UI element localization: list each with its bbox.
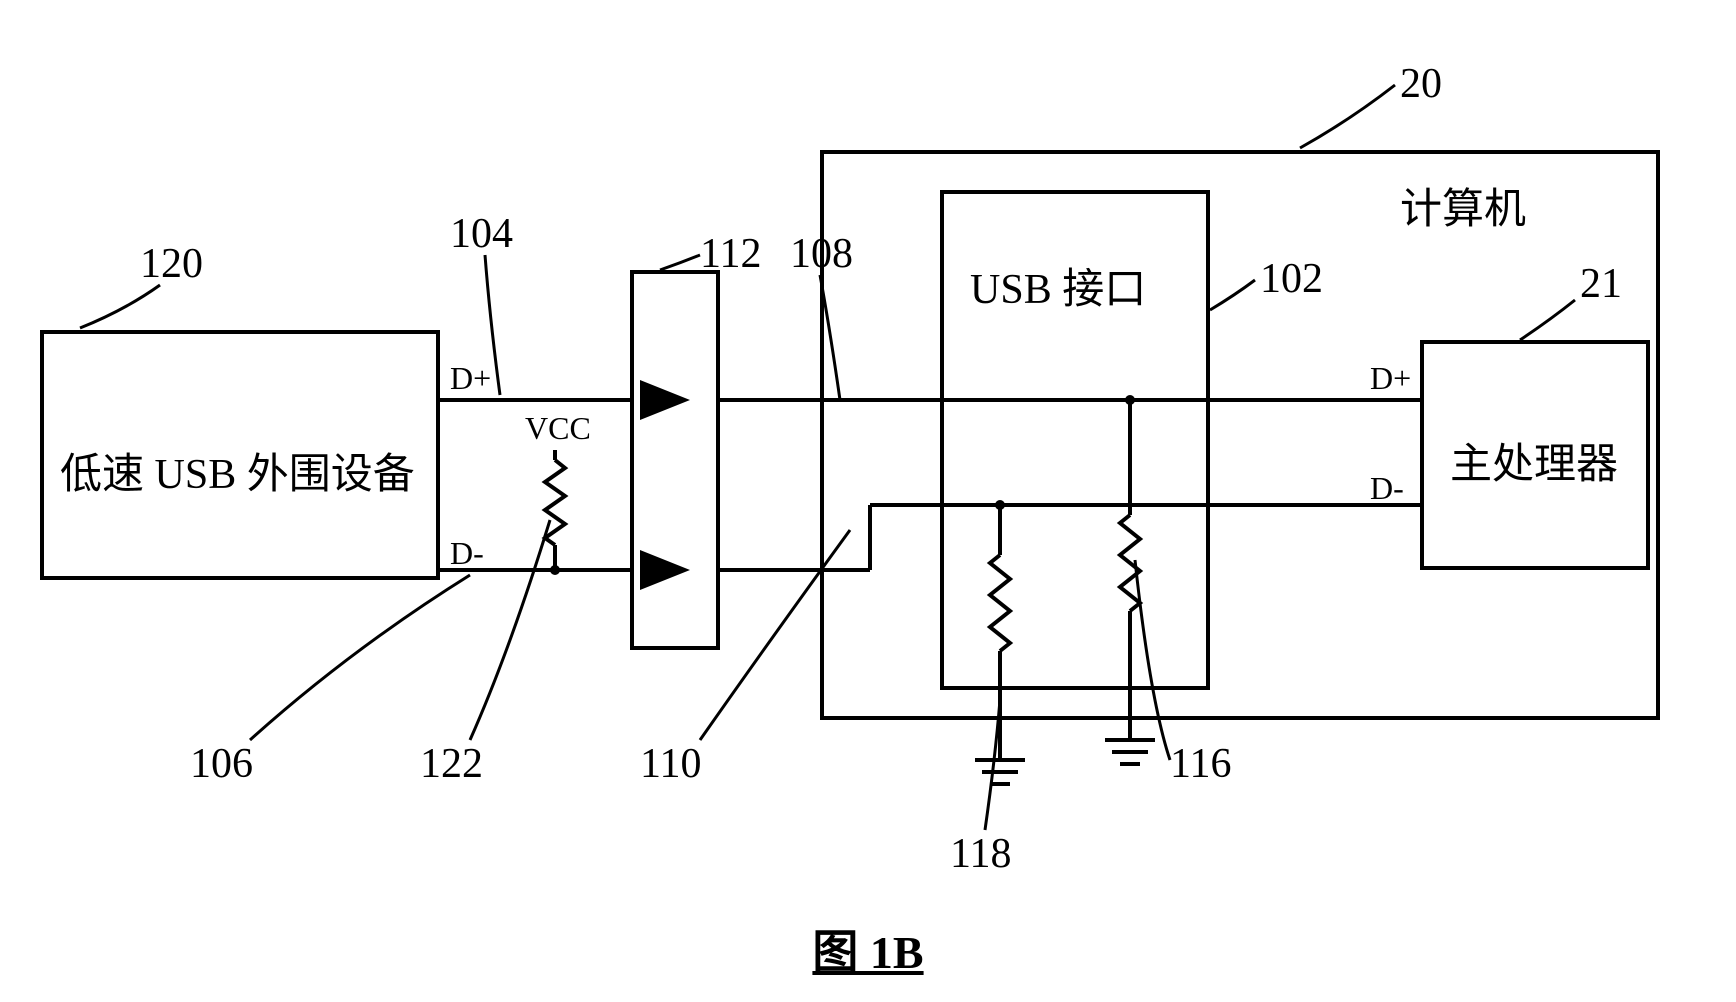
diagram-container: 计算机 20 低速 USB 外围设备 120 112 USB 接口 102 主处…	[0, 0, 1736, 1002]
diagram-svg	[0, 0, 1736, 1002]
